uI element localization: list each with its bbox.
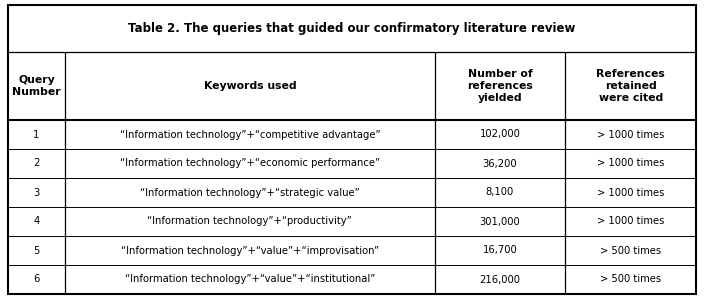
Text: 4: 4 — [33, 216, 39, 227]
Text: 102,000: 102,000 — [479, 129, 520, 140]
Text: 2: 2 — [33, 158, 39, 169]
Text: > 1000 times: > 1000 times — [597, 187, 665, 198]
Text: 3: 3 — [33, 187, 39, 198]
Text: 301,000: 301,000 — [479, 216, 520, 227]
Text: Table 2. The queries that guided our confirmatory literature review: Table 2. The queries that guided our con… — [128, 22, 576, 35]
Text: 216,000: 216,000 — [479, 274, 520, 285]
Text: > 1000 times: > 1000 times — [597, 216, 665, 227]
Text: 36,200: 36,200 — [483, 158, 517, 169]
Text: > 500 times: > 500 times — [600, 274, 661, 285]
Text: 1: 1 — [33, 129, 39, 140]
Text: “Information technology”+“strategic value”: “Information technology”+“strategic valu… — [140, 187, 360, 198]
Text: 16,700: 16,700 — [482, 245, 517, 256]
Text: > 1000 times: > 1000 times — [597, 158, 665, 169]
Text: Number of
references
yielded: Number of references yielded — [467, 69, 533, 103]
Text: References
retained
were cited: References retained were cited — [596, 69, 665, 103]
Text: “Information technology”+“economic performance”: “Information technology”+“economic perfo… — [120, 158, 380, 169]
Text: > 1000 times: > 1000 times — [597, 129, 665, 140]
Text: 8,100: 8,100 — [486, 187, 514, 198]
Text: “Information technology”+“competitive advantage”: “Information technology”+“competitive ad… — [120, 129, 380, 140]
Text: 6: 6 — [33, 274, 39, 285]
Text: > 500 times: > 500 times — [600, 245, 661, 256]
Text: Keywords used: Keywords used — [203, 81, 296, 91]
Text: “Information technology”+“value”+“institutional”: “Information technology”+“value”+“instit… — [125, 274, 375, 285]
Text: Query
Number: Query Number — [12, 75, 61, 97]
Text: 5: 5 — [33, 245, 39, 256]
Text: “Information technology”+“productivity”: “Information technology”+“productivity” — [147, 216, 352, 227]
Text: “Information technology”+“value”+“improvisation”: “Information technology”+“value”+“improv… — [121, 245, 379, 256]
